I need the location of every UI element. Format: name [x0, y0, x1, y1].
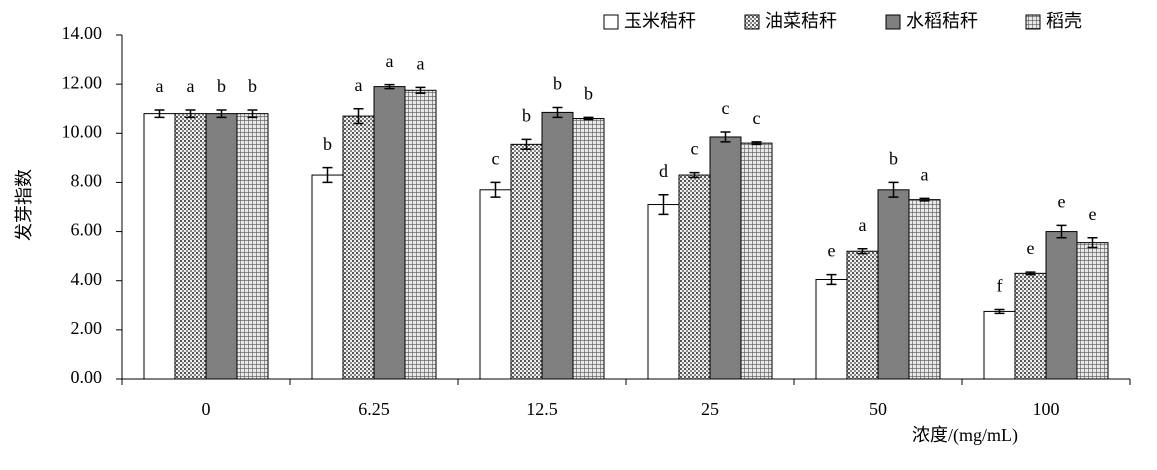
error-bar	[490, 181, 501, 198]
bar	[373, 86, 406, 380]
significance-label: a	[417, 53, 425, 73]
bar	[311, 174, 344, 380]
legend-label: 水稻秸秆	[906, 11, 978, 31]
bar	[983, 310, 1016, 380]
significance-label: c	[753, 108, 761, 128]
y-tick-label: 10.00	[62, 121, 103, 141]
error-bar	[720, 131, 731, 143]
bar	[205, 113, 238, 380]
significance-label: b	[522, 106, 531, 126]
bar	[541, 111, 574, 380]
error-bar	[353, 107, 364, 125]
error-bar	[857, 248, 868, 255]
bar	[908, 199, 941, 380]
legend-swatch	[885, 14, 901, 30]
error-bar	[583, 116, 594, 121]
significance-label: a	[921, 165, 929, 185]
significance-label: a	[187, 76, 195, 96]
bar	[877, 189, 910, 380]
legend-label: 油菜秸秆	[765, 11, 837, 31]
y-tick-label: 0.00	[71, 367, 103, 387]
x-tick-label: 6.25	[358, 399, 390, 419]
bar	[236, 113, 269, 380]
y-tick-label: 8.00	[71, 171, 103, 191]
error-bar	[1087, 236, 1098, 249]
x-tick-label: 12.5	[526, 399, 558, 419]
bar	[404, 89, 437, 380]
significance-label: f	[997, 276, 1003, 296]
bar	[815, 278, 848, 380]
bar	[1045, 231, 1078, 380]
bar	[647, 204, 680, 380]
y-axis-label: 发芽指数	[14, 169, 34, 241]
error-bar	[185, 109, 196, 119]
legend-label: 玉米秸秆	[624, 11, 696, 31]
bar	[479, 189, 512, 380]
legend-swatch	[1025, 14, 1041, 30]
bar	[709, 136, 742, 380]
significance-label: e	[1089, 204, 1097, 224]
y-tick-label: 6.00	[71, 220, 103, 240]
bar	[572, 118, 605, 380]
x-tick-label: 0	[202, 399, 211, 419]
bar	[174, 113, 207, 380]
bar	[846, 250, 879, 380]
significance-label: b	[584, 83, 593, 103]
significance-label: b	[217, 76, 226, 96]
significance-label: d	[659, 161, 668, 181]
significance-label: c	[722, 98, 730, 118]
significance-label: b	[248, 76, 257, 96]
significance-label: e	[828, 241, 836, 261]
significance-label: a	[386, 51, 394, 71]
error-bar	[552, 106, 563, 119]
error-bar	[1025, 271, 1036, 276]
error-bar	[888, 181, 899, 198]
error-bar	[247, 109, 258, 119]
significance-label: c	[492, 149, 500, 169]
x-axis-label: 浓度/(mg/mL)	[912, 425, 1018, 446]
error-bar	[384, 83, 395, 90]
x-tick-label: 50	[869, 399, 887, 419]
bar	[740, 142, 773, 380]
significance-label: a	[859, 215, 867, 235]
bar	[342, 115, 375, 380]
significance-label: b	[323, 134, 332, 154]
significance-label: a	[156, 76, 164, 96]
error-bar	[994, 308, 1005, 315]
error-bar	[216, 109, 227, 119]
significance-label: c	[691, 139, 699, 159]
y-tick-label: 12.00	[62, 72, 103, 92]
y-tick-label: 2.00	[71, 318, 103, 338]
significance-label: e	[1058, 192, 1066, 212]
error-bar	[689, 171, 700, 179]
x-tick-label: 100	[1033, 399, 1060, 419]
bar	[1076, 242, 1109, 380]
significance-label: b	[553, 74, 562, 94]
bar	[143, 113, 176, 380]
significance-label: b	[889, 149, 898, 169]
legend-label: 稻壳	[1046, 11, 1082, 31]
bar	[1014, 272, 1047, 380]
error-bar	[415, 86, 426, 94]
bar	[510, 143, 543, 380]
significance-label: e	[1027, 238, 1035, 258]
x-tick-label: 25	[701, 399, 719, 419]
y-tick-label: 4.00	[71, 269, 103, 289]
error-bar	[826, 273, 837, 286]
error-bar	[919, 197, 930, 202]
legend-swatch	[603, 14, 619, 30]
y-tick-label: 14.00	[62, 23, 103, 43]
significance-label: a	[355, 75, 363, 95]
error-bar	[154, 109, 165, 119]
bar	[678, 174, 711, 380]
error-bar	[751, 141, 762, 146]
error-bar	[322, 166, 333, 184]
legend-swatch	[744, 14, 760, 30]
error-bar	[521, 138, 532, 151]
error-bar	[1056, 224, 1067, 239]
error-bar	[658, 193, 669, 216]
